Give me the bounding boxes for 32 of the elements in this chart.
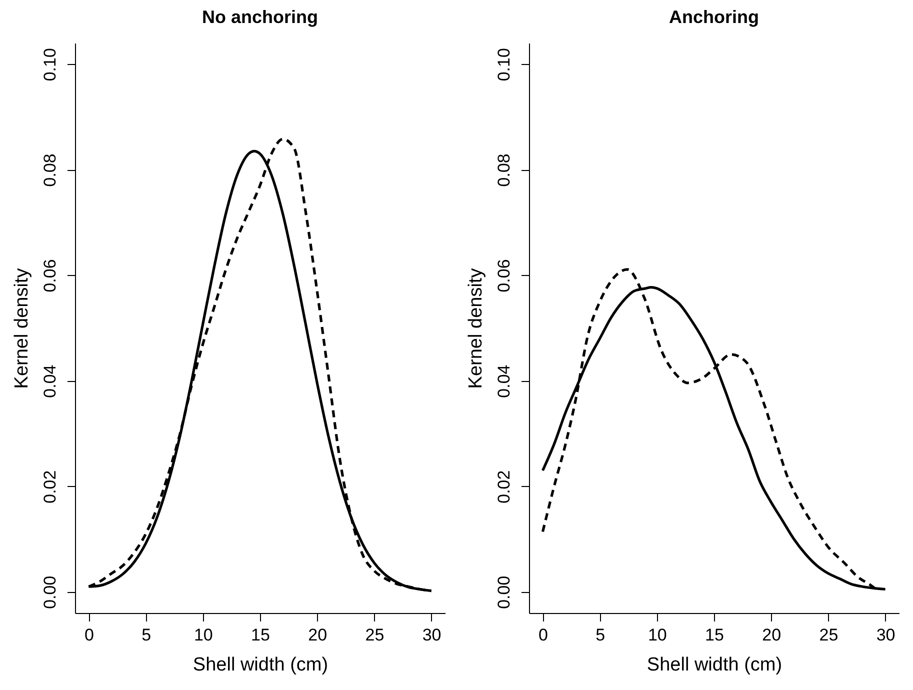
y-axis-title: Kernel density — [466, 268, 486, 389]
x-axis-title: Shell width (cm) — [646, 654, 782, 676]
x-tick-label: 30 — [422, 626, 442, 644]
y-tick-label: 0.04 — [494, 364, 514, 398]
y-tick-label: 0.00 — [494, 576, 514, 609]
x-tick-label: 0 — [538, 626, 548, 644]
x-axis-title: Shell width (cm) — [192, 654, 328, 676]
chart-title: Anchoring — [669, 7, 759, 27]
y-axis-title: Kernel density — [12, 268, 32, 389]
x-tick-label: 20 — [308, 626, 328, 644]
y-tick-label: 0.06 — [40, 259, 60, 292]
x-tick-label: 20 — [762, 626, 782, 644]
x-tick-label: 15 — [705, 626, 724, 644]
x-tick-label: 10 — [648, 626, 667, 644]
y-tick-label: 0.08 — [40, 154, 60, 187]
x-tick-label: 25 — [365, 626, 384, 644]
x-tick-label: 5 — [596, 626, 606, 644]
y-tick-label: 0.02 — [494, 470, 514, 504]
y-tick-label: 0.02 — [40, 470, 60, 504]
y-tick-label: 0.06 — [494, 259, 514, 292]
x-tick-label: 0 — [84, 626, 94, 644]
y-tick-label: 0.04 — [40, 364, 60, 398]
y-tick-label: 0.10 — [40, 48, 60, 82]
x-tick-label: 15 — [251, 626, 270, 644]
x-tick-label: 10 — [194, 626, 213, 644]
x-tick-label: 25 — [819, 626, 838, 644]
x-tick-label: 5 — [142, 626, 152, 644]
y-tick-label: 0.08 — [494, 154, 514, 187]
chart-title: No anchoring — [202, 7, 318, 27]
y-tick-label: 0.00 — [40, 576, 60, 609]
x-tick-label: 30 — [876, 626, 896, 644]
y-tick-label: 0.10 — [494, 48, 514, 82]
